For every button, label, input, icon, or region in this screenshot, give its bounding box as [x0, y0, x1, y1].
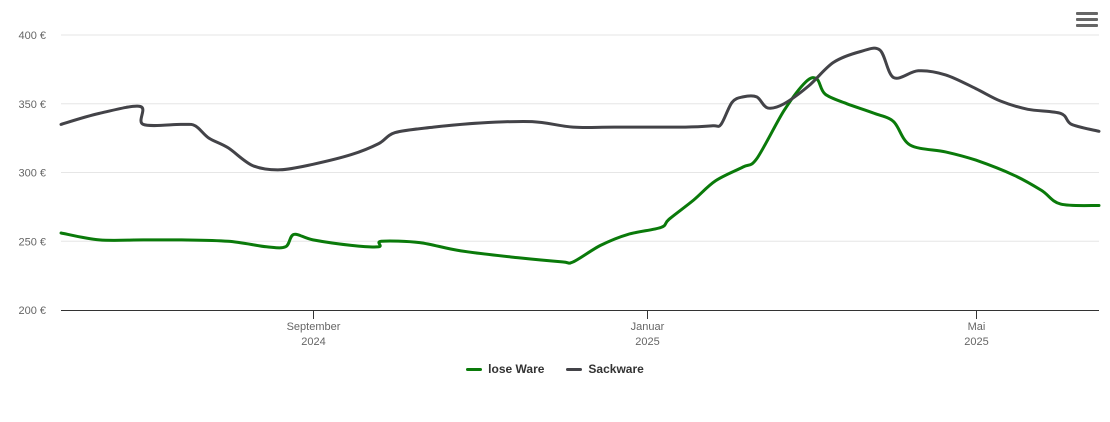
legend-swatch-sackware [566, 367, 583, 371]
legend-label-sackware: Sackware [588, 362, 644, 376]
legend-swatch-lose-ware [466, 367, 483, 371]
x-tick-label-month: Januar [631, 321, 665, 333]
grid-lines [61, 34, 1099, 242]
legend-item-lose-ware[interactable]: lose Ware [466, 362, 544, 376]
y-axis: 200 € 250 € 300 € 350 € 400 € [18, 30, 46, 317]
x-tick-label-year: 2024 [301, 336, 325, 348]
series-lines [59, 46, 1101, 265]
y-tick-label: 400 € [18, 30, 46, 42]
x-tick-label-month: Mai [968, 321, 986, 333]
y-tick-label: 200 € [18, 305, 46, 317]
legend: lose Ware Sackware [0, 362, 1110, 376]
series-line-sackware[interactable] [59, 46, 1101, 172]
x-tick-label-month: September [287, 321, 341, 333]
legend-item-sackware[interactable]: Sackware [566, 362, 644, 376]
x-tick-label-year: 2025 [964, 336, 988, 348]
series-line-lose-ware[interactable] [59, 76, 1101, 265]
y-tick-label: 350 € [18, 99, 46, 111]
x-axis: September 2024 Januar 2025 Mai 2025 [61, 310, 1099, 348]
y-tick-label: 300 € [18, 168, 46, 180]
legend-label-lose-ware: lose Ware [488, 362, 545, 376]
hamburger-menu-icon[interactable] [1076, 12, 1098, 32]
y-tick-label: 250 € [18, 236, 46, 248]
x-tick-label-year: 2025 [635, 336, 659, 348]
